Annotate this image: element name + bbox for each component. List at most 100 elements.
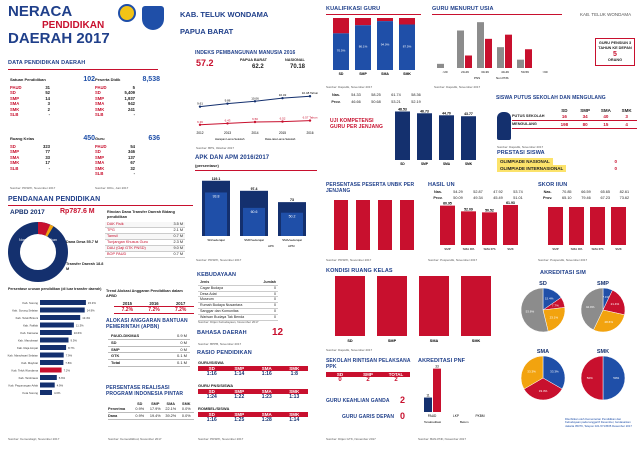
score-cell: Nas. [433,190,443,194]
rintisan-header: SD SMP TOTAL [326,372,410,377]
un-value: 50.52 [485,208,494,212]
ipm-top-point [226,102,229,105]
ukg-category: SMA [443,162,451,166]
kab-value: 11.3% [76,324,84,328]
source-diks: Sumber: DIKs, Juni 2017 [95,186,129,190]
source-usia: Sumber: Dapodik, November 2017 [434,85,481,89]
unbk-title: PERSENTASE PESERTA UNBK PER JENJANG [326,182,415,194]
ipm-col1: PAPUA BARAT [240,58,267,62]
rasio-col: SMA [261,412,272,417]
kab-bar [40,382,55,388]
apk-bar-chart: 119.1 93.8 SD/sederajat 97.4 60.6 SMP/sederaj… [202,177,306,248]
rasio-values: 1:16 1:14 1:16 1:8 [198,371,308,377]
kab-label: Kab. Teluk Wondama [12,369,39,373]
usia-category: 50-59 [521,70,529,74]
stat-value: 33 [45,154,50,160]
usia-category: <20 [442,70,447,74]
kab-value: 10.6% [74,331,82,335]
ipm-top-label: 10.06 [251,96,259,100]
usia-nonpns-bar [437,63,444,68]
rincian-value: 3.5 M [173,222,184,226]
iiun-bar [611,207,626,245]
usia-pns-bar [525,49,532,68]
stat-row: SD 323 [10,144,50,149]
putus-value: 15 [603,122,609,127]
apm-value: 93.8 [213,194,220,198]
ruang-label: Ruang Kelas [10,136,35,141]
score-cell: 51.01 [513,196,523,200]
stat-row: SLB - [95,112,135,117]
realisasi-key: Dana [108,414,118,418]
ukg-prov-row: Prov. 46.66 50.68 53.21 52.19 [326,100,426,104]
score-cell: 73.62 [619,196,630,200]
un-bar [461,211,476,245]
kondisi-category: SMK [472,339,481,343]
kualifikasi-value: 70.5% [337,49,346,53]
stat-key: SMP [95,95,105,101]
rasio-value: 1:22 [234,394,245,400]
pnf-value: 33 [435,365,439,369]
usia-title: GURU MENURUT USIA [432,6,494,12]
score-cell: 70.85 [562,190,572,194]
divider [195,170,317,171]
pnf-title: AKREDITASI PNF [418,358,466,364]
usia-nonpns-bar [497,47,504,68]
kualifikasi-category: SMK [403,72,411,76]
stat-key: SMA [10,101,20,107]
score-cell: 46.66 [351,100,361,104]
kebudayaan-row: Rumah Budaya Nusantara 0 [198,303,278,309]
usia-category: 40-49 [501,70,509,74]
ruang-block: Ruang Kelas 450 SD 323 SMP 77 SMA 33 SMK 17 SLB - [10,135,95,171]
apm-bar [205,192,227,236]
usia-pns-bar [505,34,512,68]
usia-note: GURU PENSIUN 3 TAHUN KE DEPAN [598,41,632,50]
rasio-value: 1:23 [261,394,272,400]
score-cell: 53.74 [513,190,523,194]
stat-value: 3 [47,101,50,107]
guru-total: 636 [148,135,160,142]
pendanaan-title: PENDANAAN PENDIDIKAN [8,196,101,203]
stat-row: SMK 2 [10,107,50,112]
kab-value: 15.3% [88,301,96,305]
pie-slice [580,355,604,401]
kebudayaan-value: 0 [274,314,276,319]
realisasi-table: SD SMP SMA SMK Penerima 0.9% 17.9% 22.1% 0.0% Dan… [108,402,194,420]
kab-label: Kab. Pegunungan Arfak [8,384,38,388]
rasio-gs-label: GURU/SISWA [198,360,224,365]
source-kondisi: Sumber: Dapodik, November 2017 [326,348,373,352]
kebudayaan-key: Warisan Budaya Tak Benda [200,314,245,319]
realisasi-title: PERSENTASE REALISASI PROGRAM INDONESIA P… [106,385,184,397]
kondisi-category: SD [347,339,353,343]
iiun-prov-row: Prov. 65.10 79.46 67.23 73.62 [538,196,634,200]
source-putus: Sumber: Dapodik, November 2017 [497,145,544,149]
kualifikasi-value: 87.5% [403,44,412,48]
region-name: KAB. TELUK WONDAMA [180,10,269,19]
stat-value: 137 [128,154,135,160]
source-un: Sumber: Puspendik, November 2017 [428,258,478,262]
rasio-col: SD [208,366,215,371]
ipm-year: 2013 [224,131,231,135]
ipm-top-point [308,95,312,98]
keahlian-value: 2 [400,395,406,405]
stat-key: SLB [10,112,19,118]
stat-key: PAUD [95,85,107,90]
divider [8,205,193,206]
score-cell: 61.74 [391,93,401,97]
alokasi-row: SMP 0 M [108,347,190,354]
realisasi-col: SMA [166,402,175,406]
ipm-col1-value: 62.2 [252,64,264,70]
usia-nonpns-bar [517,59,524,68]
apk-legend1: APK [268,244,274,248]
stat-value: 5,409 [124,90,135,96]
apk-value: 73 [290,198,294,202]
source-kebudayaan: Sumber: Ditjen Kebudayaan, November 2017 [198,320,259,324]
ukg-bar [417,113,432,160]
title-line3: DAERAH 2017 [8,30,110,47]
alokasi-key: SMP [111,346,120,352]
kebudayaan-value: Jumlah [263,280,276,284]
kebudayaan-value: 0 [274,285,276,290]
rasio-col: SMA [261,389,272,394]
ukg-bar [461,116,476,160]
stat-key: SD [95,149,101,155]
usia-bar-chart: <20 20-29 30-39 40-49 50-59 >60 PNS Non PNS [437,22,548,80]
